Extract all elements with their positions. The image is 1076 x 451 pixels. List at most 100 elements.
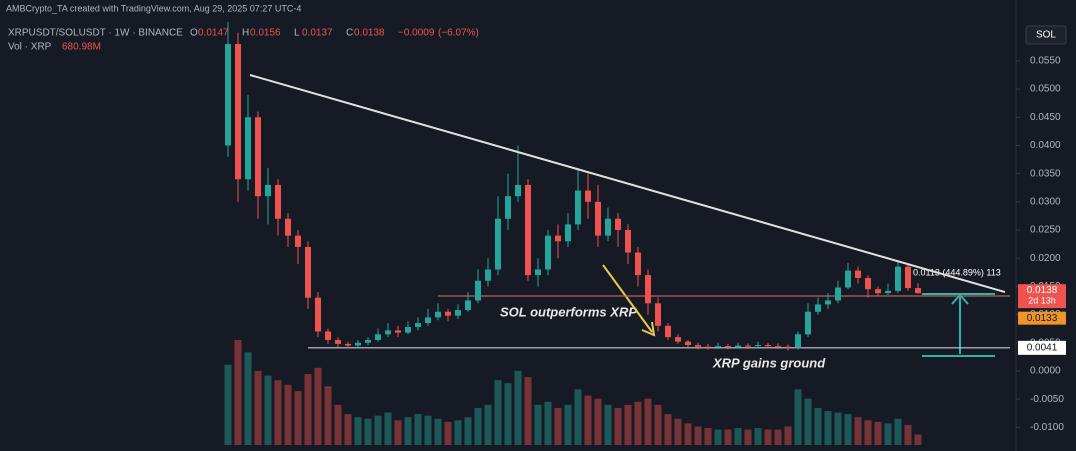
symbol: XRPUSDT/SOLUSDT · 1W · BINANCE: [8, 28, 183, 39]
volume-bar: [284, 384, 292, 445]
volume-bar: [314, 367, 322, 445]
volume-bar: [474, 407, 482, 445]
volume-bar: [904, 424, 912, 445]
volume-bar: [684, 423, 692, 445]
candle-body: [485, 269, 491, 281]
volume-bar: [864, 420, 872, 445]
volume-bar: [874, 421, 882, 445]
legend-value: 0.0137: [302, 28, 333, 39]
candle-body: [635, 252, 641, 276]
header: AMBCrypto_TA created with TradingView.co…: [6, 3, 301, 13]
candle-body: [345, 343, 351, 346]
volume-bar: [504, 383, 512, 445]
candle-body: [435, 311, 441, 318]
volume-bar: [584, 395, 592, 445]
volume-bar: [654, 404, 662, 445]
volume-bar: [564, 404, 572, 445]
volume-bar: [694, 426, 702, 445]
candle-body: [465, 300, 471, 311]
candle-body: [335, 339, 341, 344]
candle-body: [765, 345, 771, 347]
measure-tool: [922, 293, 995, 357]
prev-price-box: [1018, 311, 1066, 325]
candle-body: [575, 190, 581, 225]
volume-bar: [764, 429, 772, 445]
volume-bar: [574, 389, 582, 445]
volume-bar: [884, 423, 892, 445]
candle-body: [415, 323, 421, 327]
candle-body: [775, 346, 781, 348]
volume-bar: [804, 398, 812, 445]
volume-bar: [484, 404, 492, 445]
last-price: 0.0138: [1027, 285, 1058, 296]
candle-body: [455, 310, 461, 316]
candle-body: [265, 184, 271, 197]
currency-box: [1025, 25, 1067, 45]
change: −0.0009: [398, 28, 435, 39]
candle-body: [385, 330, 391, 335]
candle-body: [805, 311, 811, 335]
y-tick-label: 0.0000: [1030, 366, 1061, 377]
volume-bar: [264, 375, 272, 445]
candle-body: [395, 330, 401, 333]
candle-body: [365, 339, 371, 343]
candle-body: [545, 235, 551, 270]
candle-body: [705, 346, 711, 348]
candle-body: [855, 270, 861, 278]
volume-bar: [394, 420, 402, 445]
candle-body: [275, 184, 281, 219]
candle-body: [315, 297, 321, 332]
volume-bar: [494, 380, 502, 445]
legend-value: 0.0138: [354, 28, 385, 39]
y-tick-label: -0.0100: [1030, 422, 1064, 433]
y-tick-label: 0.0300: [1030, 196, 1061, 207]
candle-body: [235, 43, 241, 180]
candle-body: [505, 196, 511, 219]
candle-body: [675, 337, 681, 342]
volume-bar: [634, 401, 642, 445]
candle-body: [695, 345, 701, 347]
candle-body: [405, 326, 411, 333]
legend-value: 0.0156: [250, 28, 281, 39]
candle-body: [825, 300, 831, 305]
candle-body: [895, 266, 901, 291]
candle-body: [835, 287, 841, 301]
volume-bar: [354, 417, 362, 445]
volume-bar: [444, 421, 452, 445]
candle-body: [475, 280, 481, 301]
volume-bar: [344, 414, 352, 445]
candle-body: [795, 334, 801, 348]
volume-bar: [544, 401, 552, 445]
candle-body: [305, 246, 311, 298]
volume-bar: [334, 404, 342, 445]
volume-bar: [324, 386, 332, 445]
volume-legend: 680.98M: [62, 42, 101, 53]
volume-bar: [614, 407, 622, 445]
volume-bar: [714, 429, 722, 445]
candle-body: [425, 317, 431, 324]
yellow-arrow: [602, 264, 656, 337]
candle-body: [785, 346, 791, 348]
candle-body: [325, 331, 331, 340]
candle-body: [815, 304, 821, 312]
last-price-box: [1018, 284, 1066, 309]
volume-bar: [404, 417, 412, 445]
candle-body: [295, 235, 301, 247]
volume-bar: [914, 434, 922, 445]
change-percent: (−6.07%): [438, 28, 479, 39]
legend-value: 0.0147: [198, 28, 229, 39]
candle-body: [715, 346, 721, 348]
y-tick-label: 0.0200: [1030, 253, 1061, 264]
volume-bar: [424, 415, 432, 445]
volume-bar: [774, 429, 782, 445]
candle-body: [645, 275, 651, 304]
candle-body: [585, 190, 591, 202]
candle-body: [755, 345, 761, 347]
candle-body: [885, 290, 891, 294]
volume-bar: [414, 414, 422, 445]
candle-body: [285, 218, 291, 236]
volume-bar: [554, 407, 562, 445]
y-tick-label: 0.0250: [1030, 225, 1061, 236]
candle-body: [905, 266, 911, 289]
candle-body: [845, 270, 851, 288]
